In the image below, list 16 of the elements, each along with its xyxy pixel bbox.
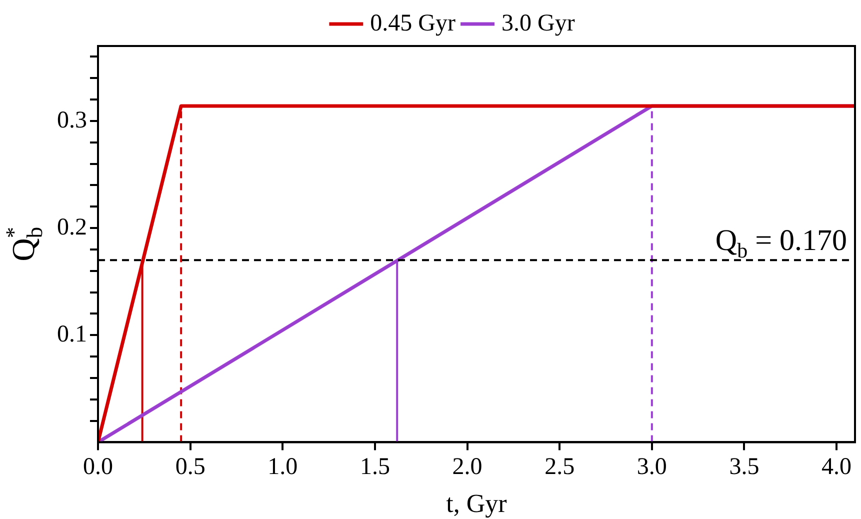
legend-label: 0.45 Gyr [370,10,456,36]
y-axis-title: Qb* [1,226,47,262]
legend-label: 3.0 Gyr [502,10,575,36]
x-axis-title: t, Gyr [446,489,508,518]
x-tick-label: 4.0 [822,454,852,480]
x-tick-label: 3.5 [729,454,760,480]
x-tick-label: 1.5 [360,454,390,480]
y-tick-label: 0.2 [57,214,87,240]
y-tick-label: 0.3 [57,107,87,134]
y-tick-label: 0.1 [57,321,87,348]
x-tick-label: 2.0 [452,454,482,480]
x-tick-label: 3.0 [636,454,667,480]
x-tick-label: 2.5 [544,454,575,480]
x-tick-label: 1.0 [268,454,298,480]
x-tick-label: 0.0 [83,454,113,480]
x-tick-label: 0.5 [175,454,206,480]
